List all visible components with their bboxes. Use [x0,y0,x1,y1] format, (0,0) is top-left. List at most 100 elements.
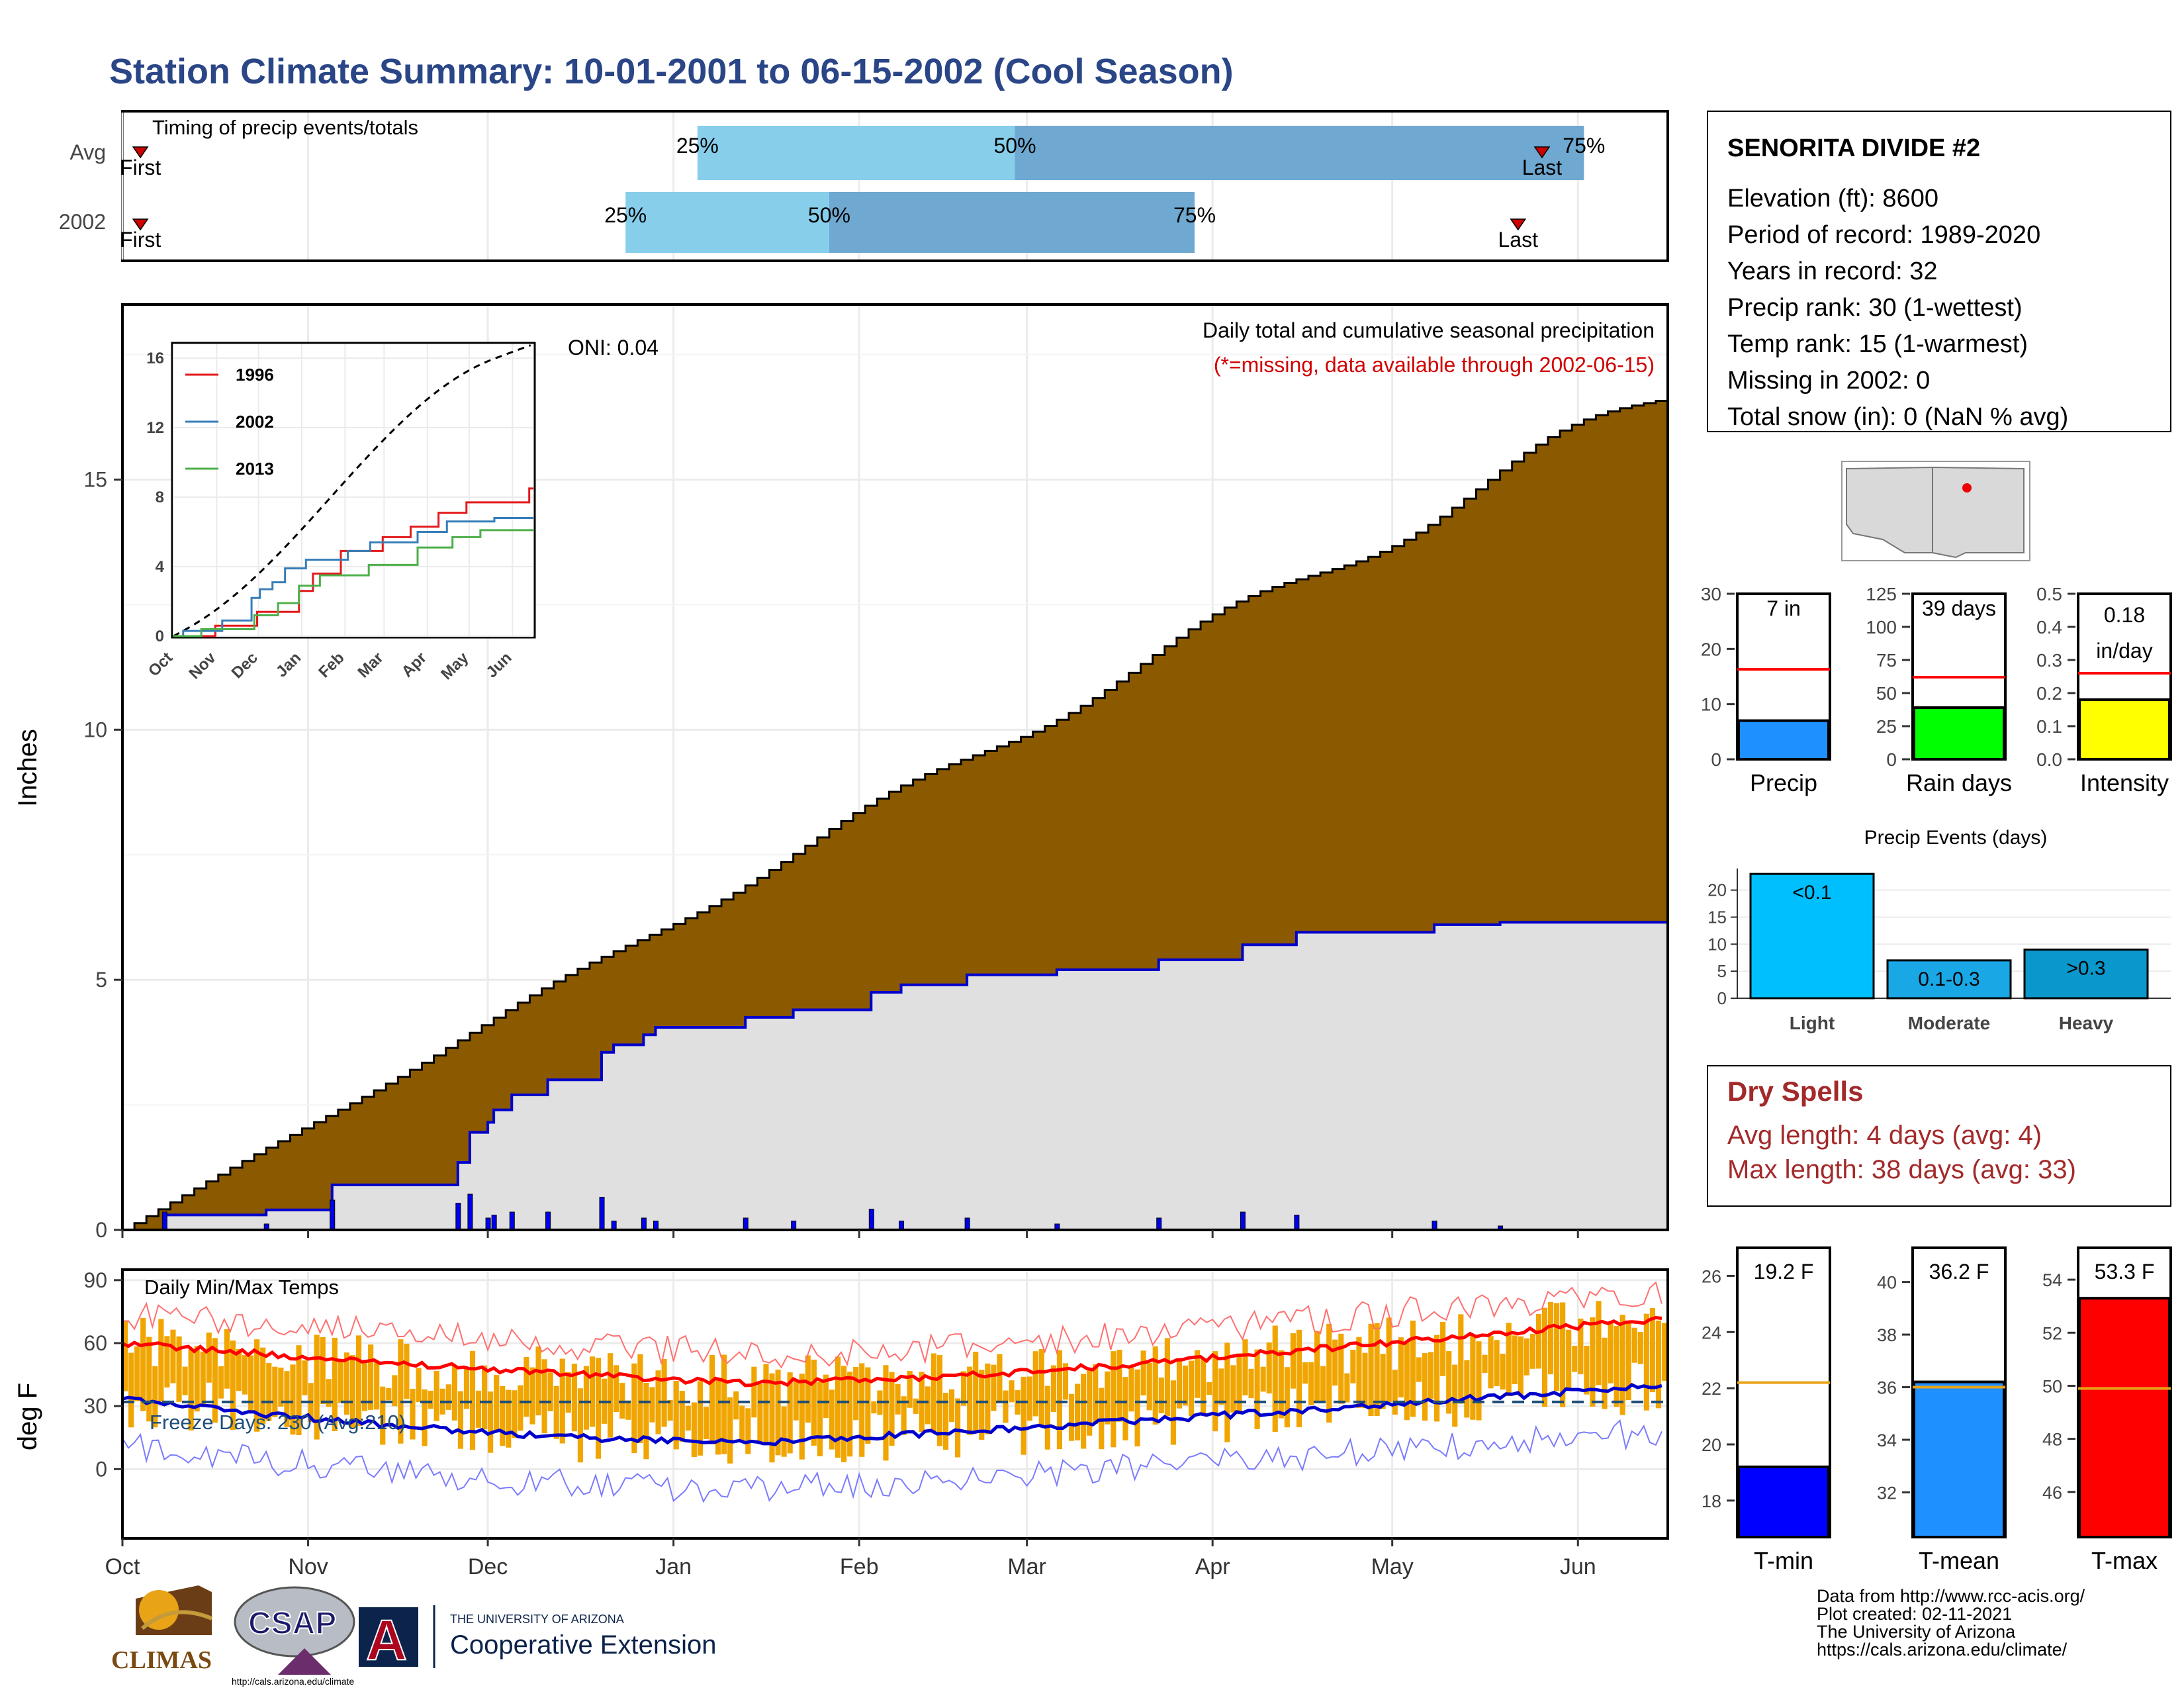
daily-precip-bar [964,1217,970,1231]
daily-temp-range-bar [1596,1301,1602,1385]
temps-y-tick-label: 90 [83,1268,107,1292]
daily-temp-range-bar [829,1389,835,1450]
daily-temp-range-bar [314,1335,320,1440]
events-category-label: Heavy [2059,1013,2114,1033]
events-bar-label: >0.3 [2066,958,2105,980]
daily-temp-range-bar [1368,1323,1374,1417]
ua-small-text: THE UNIVERSITY OF ARIZONA [450,1613,624,1626]
daily-temp-range-bar [763,1364,769,1445]
daily-temp-range-bar [451,1366,457,1421]
daily-temp-range-bar [1302,1362,1308,1384]
daily-temp-range-bar [1344,1373,1350,1403]
timing-quantile-label: 75% [1563,134,1605,158]
daily-temp-range-bar [176,1336,182,1402]
daily-temp-range-bar [1152,1346,1158,1425]
daily-temp-range-bar [721,1354,727,1454]
x-tick-label: May [1371,1554,1414,1579]
dry-spells-title: Dry Spells [1727,1076,1863,1107]
daily-temp-range-bar [942,1393,949,1450]
daily-temp-range-bar [428,1390,433,1409]
daily-temp-range-bar [1032,1351,1038,1417]
temp-summary-bars: 19.2 F 18 20 22 24 26 T-min 36.2 F 32 34 36 38 40 T-m… [1702,1246,2172,1574]
daily-temp-range-bar [553,1385,559,1439]
daily-temp-range-bar [1188,1360,1195,1417]
daily-temp-range-bar [320,1336,326,1404]
daily-temp-range-bar [1230,1365,1236,1413]
daily-temp-range-bar [1296,1329,1302,1428]
daily-temp-range-bar [188,1349,194,1430]
daily-precip-bar [743,1217,749,1231]
daily-temp-range-bar [571,1364,577,1432]
daily-temp-range-bar [1224,1342,1230,1442]
daily-temp-range-bar [1446,1351,1452,1414]
daily-temp-range-bar [1464,1360,1470,1418]
climas-swoosh [141,1610,213,1630]
footer-line: Plot created: 02-11-2021 [1817,1604,2012,1624]
footer-line: Data from http://www.rcc-acis.org/ [1817,1586,2085,1606]
daily-precip-bar [641,1217,647,1231]
daily-temp-range-bar [349,1355,356,1429]
daily-temp-range-bar [745,1408,751,1454]
daily-temp-range-bar [703,1407,709,1439]
daily-temp-range-bar [194,1346,200,1412]
daily-temp-range-bar [1661,1323,1668,1381]
daily-temp-range-bar [679,1391,685,1442]
mini-tick-label: 125 [1866,584,1897,604]
daily-precip-bar [509,1211,515,1231]
daily-temp-range-bar [488,1391,494,1453]
mini-tick-label: 30 [1701,584,1721,604]
x-tick-label: Feb [840,1554,879,1579]
first-event-label: First [120,156,161,179]
daily-temp-range-bar [907,1370,913,1408]
mini-category-label: Precip [1750,769,1817,796]
daily-precip-bar [599,1197,605,1231]
average-min-line [122,1383,1662,1446]
daily-temp-range-bar [1482,1354,1488,1374]
daily-temp-range-bar [290,1364,296,1435]
mini-bar-1 [1913,706,2005,761]
temp-value-label: 19.2 F [1754,1260,1814,1284]
daily-precip-bar [545,1211,551,1231]
daily-temp-range-bar [1201,1358,1206,1415]
temp-tick-label: 20 [1702,1435,1721,1455]
daily-temp-range-bar [469,1350,476,1450]
ua-cooperative-extension: Cooperative Extension [450,1630,716,1660]
daily-temp-range-bar [1547,1302,1554,1375]
daily-temp-range-bar [799,1374,805,1460]
daily-temp-range-bar [338,1359,343,1403]
mini-tick-label: 50 [1876,683,1897,704]
daily-temp-range-bar [404,1343,410,1399]
daily-temp-range-bar [1655,1320,1662,1409]
mini-bar-2 [2078,698,2171,761]
daily-precip-bar [467,1194,473,1231]
daily-temp-range-bar [242,1355,248,1395]
daily-temp-range-bar [739,1405,745,1442]
daily-temp-range-bar [302,1360,308,1395]
events-tick-label: 20 [1707,880,1727,900]
timing-bar-q1 [697,126,1015,180]
daily-temp-range-bar [1260,1366,1266,1392]
daily-temp-range-bar [973,1351,979,1432]
daily-temp-range-bar [392,1375,398,1407]
events-title: Precip Events (days) [1864,827,2048,849]
daily-temp-range-bar [230,1340,236,1430]
daily-temp-range-bar [1398,1337,1404,1397]
daily-temp-range-bar [224,1329,230,1389]
inset-y-tick-label: 12 [146,419,164,437]
daily-precip-bar [455,1203,461,1231]
daily-temp-range-bar [374,1362,380,1410]
daily-temp-range-bar [1578,1319,1584,1375]
last-event-label: Last [1522,156,1563,179]
daily-temp-range-bar [913,1398,919,1414]
daily-temp-range-bar [206,1333,212,1383]
daily-precip-bar [653,1221,659,1231]
rain-days-label: 39 days [1922,596,1996,620]
daily-temp-range-bar [673,1381,679,1450]
daily-temp-range-bar [577,1388,583,1463]
oni-value: ONI: 0.04 [568,336,659,359]
daily-precip-bar [611,1221,617,1231]
daily-temp-range-bar [1093,1364,1099,1424]
daily-temp-range-bar [1422,1353,1428,1421]
